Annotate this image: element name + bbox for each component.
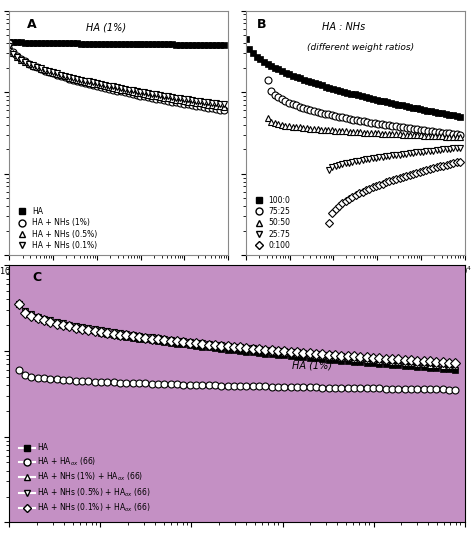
Text: B: B bbox=[257, 18, 266, 31]
Legend: HA, HA + NHs (1%), HA + NHs (0.5%), HA + NHs (0.1%): HA, HA + NHs (1%), HA + NHs (0.5%), HA +… bbox=[13, 206, 99, 252]
Text: A: A bbox=[27, 18, 36, 31]
Text: HA : NHs: HA : NHs bbox=[322, 22, 365, 32]
X-axis label: dγ/dt [s⁻¹]: dγ/dt [s⁻¹] bbox=[330, 280, 380, 290]
Text: HA (1%): HA (1%) bbox=[86, 22, 126, 32]
Legend: 100:0, 75:25, 50:50, 25:75, 0:100: 100:0, 75:25, 50:50, 25:75, 0:100 bbox=[250, 195, 292, 252]
Text: (different weight ratios): (different weight ratios) bbox=[307, 43, 414, 52]
Legend: HA, HA + HA$_{ox}$ (66), HA + NHs (1%) + HA$_{ox}$ (66), HA + NHs (0.5%) + HA$_{: HA, HA + HA$_{ox}$ (66), HA + NHs (1%) +… bbox=[18, 442, 152, 516]
Text: HA (1%): HA (1%) bbox=[292, 360, 332, 370]
X-axis label: dγ/dt [s⁻¹]: dγ/dt [s⁻¹] bbox=[94, 280, 144, 290]
Text: C: C bbox=[32, 271, 41, 284]
